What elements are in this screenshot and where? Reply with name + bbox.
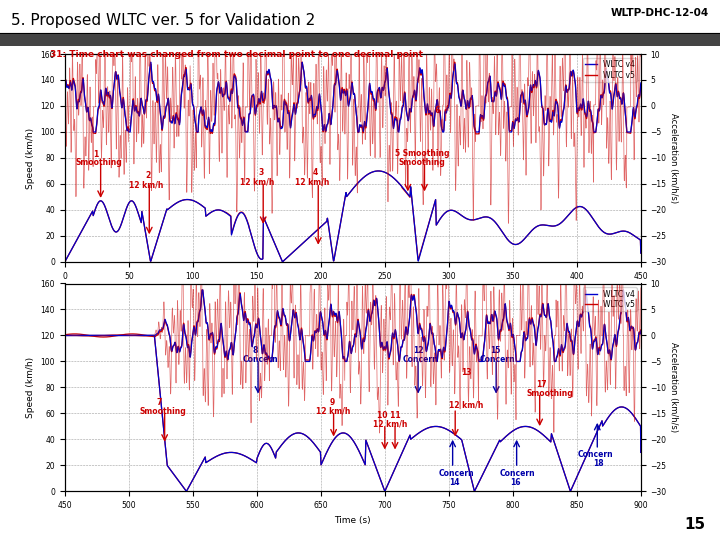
Text: 4: 4	[313, 168, 318, 177]
Text: 7: 7	[157, 398, 162, 407]
Text: 5 Smoothing: 5 Smoothing	[395, 149, 449, 158]
Text: 13: 13	[462, 368, 472, 377]
Y-axis label: Acceleration (km/h/s): Acceleration (km/h/s)	[669, 113, 678, 203]
Text: 12 km/h: 12 km/h	[373, 420, 408, 429]
Text: 6: 6	[435, 106, 440, 115]
Text: 12 km/h: 12 km/h	[449, 401, 483, 409]
Text: Concern: Concern	[500, 469, 536, 478]
Legend: WLTC v4, WLTC v5: WLTC v4, WLTC v5	[583, 287, 637, 312]
Text: 14: 14	[449, 478, 459, 488]
Text: Smoothing: Smoothing	[139, 407, 186, 416]
Y-axis label: Speed (km/h): Speed (km/h)	[26, 357, 35, 418]
Text: 12: 12	[413, 346, 423, 355]
X-axis label: Time (s): Time (s)	[335, 516, 371, 525]
Text: 12 km/h: 12 km/h	[295, 178, 330, 186]
Text: Concern: Concern	[438, 469, 474, 478]
Text: 12 km/h: 12 km/h	[240, 178, 274, 186]
Text: 15: 15	[490, 346, 500, 355]
Text: 9: 9	[330, 398, 335, 407]
Text: 12 km/h: 12 km/h	[315, 407, 350, 416]
Y-axis label: Speed (km/h): Speed (km/h)	[26, 127, 35, 188]
Text: 12 km/h: 12 km/h	[129, 180, 163, 189]
Text: Concern: Concern	[578, 450, 613, 459]
Text: 2: 2	[145, 171, 150, 180]
Text: 17: 17	[536, 380, 546, 389]
Text: 3: 3	[258, 168, 264, 177]
Text: 10 11: 10 11	[377, 411, 401, 420]
Text: 8: 8	[253, 346, 258, 355]
Text: Smoothing: Smoothing	[399, 158, 446, 167]
Text: Concern: Concern	[480, 355, 515, 364]
Text: 16: 16	[510, 478, 521, 488]
Y-axis label: Acceleration (km/h/s): Acceleration (km/h/s)	[669, 342, 678, 433]
Text: 15: 15	[685, 517, 706, 532]
Text: Smoothing: Smoothing	[75, 158, 122, 167]
Text: 31: Time chart was changed from two decimal point to one decimal point: 31: Time chart was changed from two deci…	[50, 50, 423, 59]
Text: WLTP-DHC-12-04: WLTP-DHC-12-04	[611, 8, 709, 18]
Text: Concern: Concern	[402, 355, 438, 364]
Text: Concern: Concern	[243, 355, 279, 364]
X-axis label: Time (s): Time (s)	[335, 286, 371, 295]
Text: 5. Proposed WLTC ver. 5 for Validation 2: 5. Proposed WLTC ver. 5 for Validation 2	[11, 14, 315, 29]
Text: 1: 1	[93, 150, 98, 159]
Text: 18: 18	[593, 459, 604, 468]
Text: Smoothing: Smoothing	[527, 389, 574, 398]
Legend: WLTC v4, WLTC v5: WLTC v4, WLTC v5	[583, 58, 637, 82]
